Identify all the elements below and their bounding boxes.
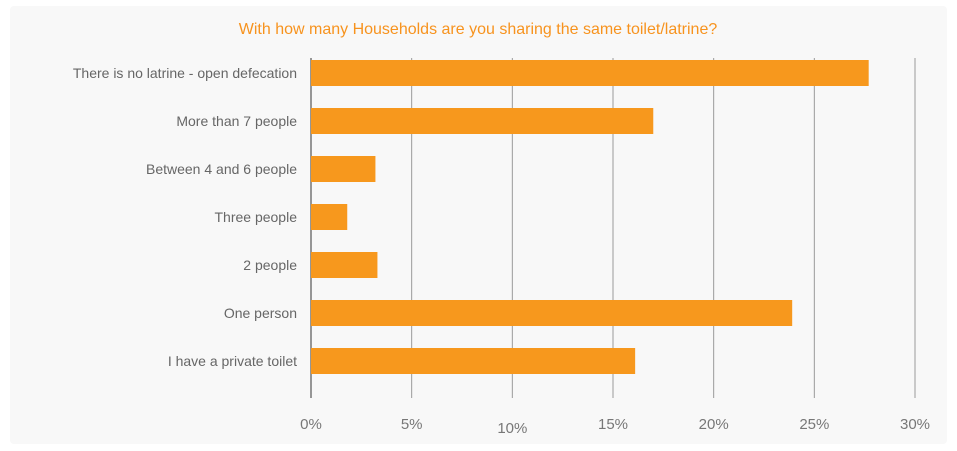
- category-label: I have a private toilet: [168, 353, 297, 369]
- bar: [311, 252, 378, 278]
- x-tick-label: 5%: [401, 416, 423, 433]
- category-label: Three people: [214, 209, 297, 225]
- bar: [311, 156, 376, 182]
- bar: [311, 300, 793, 326]
- bars: [311, 60, 869, 374]
- chart-title: With how many Households are you sharing…: [239, 21, 718, 38]
- x-tick-label: 15%: [598, 416, 628, 433]
- category-label: Between 4 and 6 people: [146, 161, 297, 177]
- x-tick-label: 0%: [300, 416, 322, 433]
- category-label: There is no latrine - open defecation: [73, 65, 297, 81]
- category-labels: There is no latrine - open defecation Mor…: [73, 65, 297, 369]
- x-axis-ticks: 0% 5% 10% 15% 20% 25% 30%: [300, 416, 930, 437]
- x-tick-label: 20%: [699, 416, 729, 433]
- category-label: More than 7 people: [176, 113, 297, 129]
- x-tick-label: 25%: [799, 416, 829, 433]
- category-label: 2 people: [243, 257, 297, 273]
- x-tick-label: 30%: [900, 416, 930, 433]
- bar: [311, 348, 636, 374]
- bar: [311, 108, 654, 134]
- category-label: One person: [224, 305, 297, 321]
- bar: [311, 60, 869, 86]
- x-tick-label: 10%: [497, 420, 527, 437]
- bar: [311, 204, 348, 230]
